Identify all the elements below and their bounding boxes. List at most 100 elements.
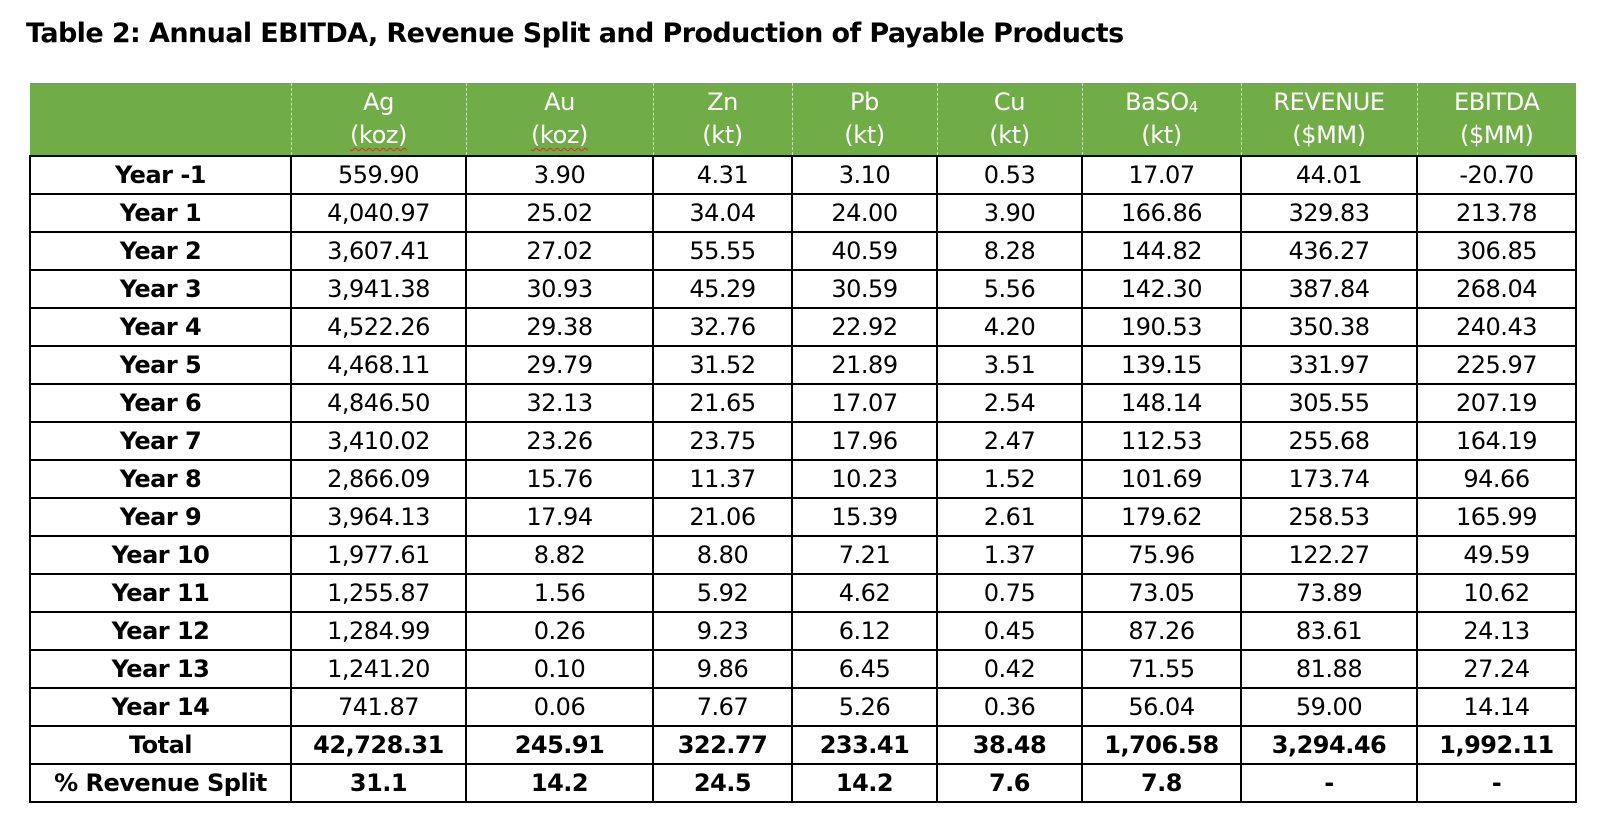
cell-row-label: Year 14 bbox=[29, 687, 292, 727]
cell-zn: 11.37 bbox=[652, 459, 793, 499]
cell-au: 8.82 bbox=[465, 535, 654, 575]
cell-revenue: 83.61 bbox=[1240, 611, 1418, 651]
cell-cu: 3.51 bbox=[936, 345, 1083, 385]
cell-zn: 21.65 bbox=[652, 383, 793, 423]
cell-row-label: Year 1 bbox=[29, 193, 292, 233]
table-title: Table 2: Annual EBITDA, Revenue Split an… bbox=[26, 18, 1124, 49]
header-au: Au (koz) bbox=[465, 83, 654, 156]
table-row: Year 6 4,846.50 32.13 21.65 17.07 2.54 148.14 3… bbox=[29, 383, 1577, 423]
cell-row-label: % Revenue Split bbox=[29, 763, 292, 803]
cell-ebitda: 240.43 bbox=[1416, 307, 1577, 347]
cell-revenue: 44.01 bbox=[1240, 155, 1418, 195]
cell-cu: 38.48 bbox=[936, 725, 1083, 765]
cell-zn: 55.55 bbox=[652, 231, 793, 271]
table-row: Year 13 1,241.20 0.10 9.86 6.45 0.42 71.55 81.8… bbox=[29, 649, 1577, 689]
cell-zn: 32.76 bbox=[652, 307, 793, 347]
cell-zn: 31.52 bbox=[652, 345, 793, 385]
cell-au: 245.91 bbox=[465, 725, 654, 765]
cell-au: 3.90 bbox=[465, 155, 654, 195]
cell-zn: 322.77 bbox=[652, 725, 793, 765]
cell-baso4: 1,706.58 bbox=[1081, 725, 1242, 765]
cell-ebitda: 1,992.11 bbox=[1416, 725, 1577, 765]
header-pb: Pb (kt) bbox=[791, 83, 938, 156]
cell-ag: 1,284.99 bbox=[290, 611, 467, 651]
cell-baso4: 112.53 bbox=[1081, 421, 1242, 461]
cell-baso4: 7.8 bbox=[1081, 763, 1242, 803]
cell-cu: 8.28 bbox=[936, 231, 1083, 271]
cell-au: 0.26 bbox=[465, 611, 654, 651]
cell-pb: 40.59 bbox=[791, 231, 938, 271]
cell-ebitda: 225.97 bbox=[1416, 345, 1577, 385]
table-row: Year 3 3,941.38 30.93 45.29 30.59 5.56 142.30 3… bbox=[29, 269, 1577, 309]
cell-ag: 2,866.09 bbox=[290, 459, 467, 499]
cell-zn: 7.67 bbox=[652, 687, 793, 727]
cell-baso4: 190.53 bbox=[1081, 307, 1242, 347]
cell-zn: 9.23 bbox=[652, 611, 793, 651]
cell-pb: 7.21 bbox=[791, 535, 938, 575]
cell-revenue: 387.84 bbox=[1240, 269, 1418, 309]
cell-row-label: Year 8 bbox=[29, 459, 292, 499]
cell-ag: 4,846.50 bbox=[290, 383, 467, 423]
cell-ag: 4,522.26 bbox=[290, 307, 467, 347]
cell-ebitda: - bbox=[1416, 763, 1577, 803]
header-ebitda: EBITDA ($MM) bbox=[1416, 83, 1576, 156]
cell-ag: 31.1 bbox=[290, 763, 467, 803]
cell-ag: 3,410.02 bbox=[290, 421, 467, 461]
cell-pb: 22.92 bbox=[791, 307, 938, 347]
cell-pb: 10.23 bbox=[791, 459, 938, 499]
cell-cu: 0.53 bbox=[936, 155, 1083, 195]
cell-pb: 5.26 bbox=[791, 687, 938, 727]
cell-revenue: 436.27 bbox=[1240, 231, 1418, 271]
cell-au: 29.79 bbox=[465, 345, 654, 385]
cell-row-label: Year 5 bbox=[29, 345, 292, 385]
cell-row-label: Year 6 bbox=[29, 383, 292, 423]
cell-pb: 6.45 bbox=[791, 649, 938, 689]
cell-zn: 45.29 bbox=[652, 269, 793, 309]
cell-baso4: 144.82 bbox=[1081, 231, 1242, 271]
cell-cu: 3.90 bbox=[936, 193, 1083, 233]
cell-cu: 0.36 bbox=[936, 687, 1083, 727]
cell-zn: 9.86 bbox=[652, 649, 793, 689]
table-row: Year 7 3,410.02 23.26 23.75 17.96 2.47 112.53 2… bbox=[29, 421, 1577, 461]
cell-au: 14.2 bbox=[465, 763, 654, 803]
cell-cu: 4.20 bbox=[936, 307, 1083, 347]
cell-zn: 4.31 bbox=[652, 155, 793, 195]
ebitda-table: Ag (koz) Au (koz) Zn (kt) Pb (kt) Cu (kt) BaS… bbox=[29, 83, 1577, 803]
cell-cu: 0.75 bbox=[936, 573, 1083, 613]
cell-row-label: Year 2 bbox=[29, 231, 292, 271]
cell-cu: 2.61 bbox=[936, 497, 1083, 537]
cell-ag: 42,728.31 bbox=[290, 725, 467, 765]
cell-au: 0.10 bbox=[465, 649, 654, 689]
cell-row-label: Year 12 bbox=[29, 611, 292, 651]
cell-zn: 34.04 bbox=[652, 193, 793, 233]
cell-row-label: Year 9 bbox=[29, 497, 292, 537]
header-blank bbox=[30, 83, 292, 156]
cell-cu: 1.52 bbox=[936, 459, 1083, 499]
cell-baso4: 142.30 bbox=[1081, 269, 1242, 309]
cell-au: 15.76 bbox=[465, 459, 654, 499]
cell-pb: 21.89 bbox=[791, 345, 938, 385]
cell-cu: 0.42 bbox=[936, 649, 1083, 689]
table-row: Year 8 2,866.09 15.76 11.37 10.23 1.52 101.69 1… bbox=[29, 459, 1577, 499]
table-row: Year 14 741.87 0.06 7.67 5.26 0.36 56.04 59.00 1… bbox=[29, 687, 1577, 727]
cell-ebitda: 268.04 bbox=[1416, 269, 1577, 309]
cell-au: 0.06 bbox=[465, 687, 654, 727]
cell-baso4: 71.55 bbox=[1081, 649, 1242, 689]
header-row: Ag (koz) Au (koz) Zn (kt) Pb (kt) Cu (kt) BaS… bbox=[30, 83, 1576, 156]
cell-revenue: 329.83 bbox=[1240, 193, 1418, 233]
cell-pb: 3.10 bbox=[791, 155, 938, 195]
cell-ebitda: 164.19 bbox=[1416, 421, 1577, 461]
cell-ebitda: 14.14 bbox=[1416, 687, 1577, 727]
cell-ebitda: 24.13 bbox=[1416, 611, 1577, 651]
cell-revenue: 350.38 bbox=[1240, 307, 1418, 347]
cell-baso4: 17.07 bbox=[1081, 155, 1242, 195]
cell-ag: 3,941.38 bbox=[290, 269, 467, 309]
cell-baso4: 73.05 bbox=[1081, 573, 1242, 613]
cell-ebitda: 207.19 bbox=[1416, 383, 1577, 423]
cell-revenue: 255.68 bbox=[1240, 421, 1418, 461]
cell-au: 30.93 bbox=[465, 269, 654, 309]
table-row: Year 5 4,468.11 29.79 31.52 21.89 3.51 139.15 3… bbox=[29, 345, 1577, 385]
cell-au: 29.38 bbox=[465, 307, 654, 347]
cell-ag: 559.90 bbox=[290, 155, 467, 195]
cell-ebitda: 306.85 bbox=[1416, 231, 1577, 271]
